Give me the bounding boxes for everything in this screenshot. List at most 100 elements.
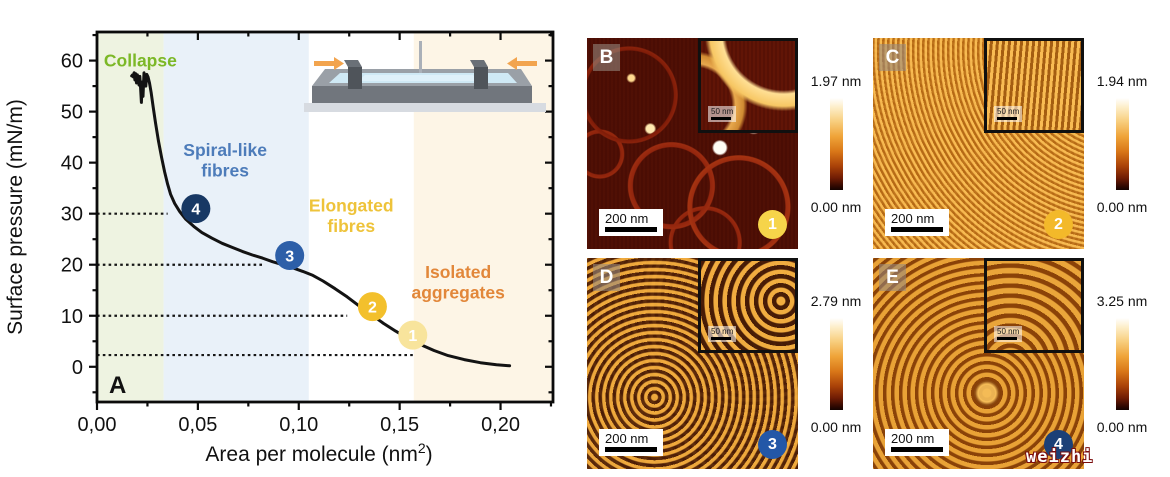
height-colorbar	[1115, 317, 1129, 410]
scalebar-line	[605, 227, 657, 232]
left-barrier	[348, 67, 362, 89]
left-compression-arrow-icon	[314, 57, 344, 70]
y-tick-label: 30	[61, 204, 83, 226]
inset-scalebar-line	[711, 337, 731, 340]
afm-inset-b: 50 nm	[698, 38, 798, 133]
region-annotation: aggregates	[411, 282, 505, 302]
scalebar-label: 200 nm	[891, 211, 935, 226]
afm-image-e: E 50 nm 200 nm 4	[873, 258, 1084, 469]
region-annotation: Spiral-like	[183, 140, 267, 160]
scalebar-line	[891, 227, 943, 232]
afm-inset-c: 50 nm	[984, 38, 1084, 133]
left-barrier-top	[344, 60, 362, 67]
y-tick-label: 40	[61, 153, 83, 175]
stage-marker-2	[357, 292, 387, 322]
colorbar-min-label: 0.00 nm	[810, 198, 862, 215]
scalebar-label: 200 nm	[605, 211, 649, 226]
inset-scalebar-b: 50 nm	[708, 106, 737, 122]
colorbar-max-label: 3.25 nm	[1096, 292, 1148, 309]
x-axis-title: Area per molecule (nm2)	[205, 440, 432, 466]
height-colorbar	[829, 317, 843, 410]
colorbar-min-label: 0.00 nm	[1096, 198, 1148, 215]
scalebar-d: 200 nm	[599, 429, 663, 456]
scalebar-c: 200 nm	[885, 209, 949, 236]
stage-marker-3	[275, 241, 305, 271]
inset-scalebar-e: 50 nm	[994, 326, 1023, 342]
inset-scalebar-line	[997, 337, 1017, 340]
colorbar-column-d: 2.79 nm 0.00 nm	[798, 258, 874, 469]
inset-scalebar-line	[711, 117, 731, 120]
colorbar-column-b: 1.97 nm 0.00 nm	[798, 38, 874, 249]
inset-scalebar-label: 50 nm	[997, 327, 1020, 336]
colorbar-max-label: 1.97 nm	[810, 72, 862, 89]
right-barrier	[474, 67, 488, 89]
region-annotation: Collapse	[104, 51, 177, 71]
x-tick-label: 0,15	[380, 414, 419, 436]
afm-panel-d: D 50 nm 200 nm 3 2.79 nm 0.00 nm	[587, 258, 874, 469]
scalebar-label: 200 nm	[605, 431, 649, 446]
scalebar-b: 200 nm	[599, 209, 663, 236]
scalebar-label: 200 nm	[891, 431, 935, 446]
panel-label-d: D	[593, 264, 620, 291]
colorbar-max-label: 1.94 nm	[1096, 72, 1148, 89]
langmuir-trough-illustration	[304, 41, 546, 112]
y-tick-label: 50	[61, 102, 83, 124]
afm-image-d: D 50 nm 200 nm 3	[587, 258, 798, 469]
panel-label-e: E	[879, 264, 906, 291]
trough-base-plate	[304, 103, 546, 112]
plot-frame	[95, 30, 555, 404]
stage-badge-3: 3	[758, 430, 787, 459]
height-colorbar	[829, 97, 843, 190]
afm-image-c: C 50 nm 200 nm 2	[873, 38, 1084, 249]
region-collapse	[97, 33, 164, 401]
inset-scalebar-label: 50 nm	[711, 327, 734, 336]
isotherm-chart-panel: 0,00 0,05 0,10 0,15 0,20 0 10 20 30 40 50 60 Area pe…	[4, 30, 555, 466]
stage-marker-number: 1	[408, 328, 417, 345]
stage-marker-number: 3	[285, 248, 294, 265]
y-tick-label: 0	[72, 357, 83, 379]
x-tick-label: 0,00	[78, 414, 117, 436]
water-sheen	[358, 75, 478, 81]
colorbar-max-label: 2.79 nm	[810, 292, 862, 309]
stage-marker-number: 4	[191, 201, 200, 218]
region-annotation: Isolated	[425, 262, 491, 282]
height-colorbar	[1115, 97, 1129, 190]
scalebar-line	[605, 447, 657, 452]
afm-panel-b: B 50 nm 200 nm 1 1.97 nm 0.00 nm	[587, 38, 874, 249]
stage-marker-4	[181, 194, 211, 224]
scalebar-e: 200 nm	[885, 429, 949, 456]
inset-scalebar-d: 50 nm	[708, 326, 737, 342]
panel-label-b: B	[593, 44, 620, 71]
watermark: weizhi	[1026, 447, 1094, 467]
trough-front-face	[312, 86, 532, 103]
inset-scalebar-c: 50 nm	[994, 106, 1023, 122]
colorbar-column-c: 1.94 nm 0.00 nm	[1084, 38, 1160, 249]
afm-image-b: B 50 nm 200 nm 1	[587, 38, 798, 249]
stage-badge-1: 1	[758, 210, 787, 239]
inset-scalebar-line	[997, 117, 1017, 120]
stage-marker-1	[398, 320, 428, 350]
y-axis-title: Surface pressure (mN/m)	[4, 99, 27, 335]
inset-scalebar-label: 50 nm	[997, 107, 1020, 116]
stage-marker-number: 2	[368, 299, 377, 316]
afm-inset-d: 50 nm	[698, 258, 798, 353]
region-annotation: fibres	[327, 216, 375, 236]
inset-scalebar-label: 50 nm	[711, 107, 734, 116]
x-tick-label: 0,05	[178, 414, 217, 436]
right-barrier-top	[470, 60, 488, 67]
afm-panel-e: E 50 nm 200 nm 4 3.25 nm 0.00 nm	[873, 258, 1160, 469]
colorbar-column-e: 3.25 nm 0.00 nm	[1084, 258, 1160, 469]
colorbar-min-label: 0.00 nm	[810, 418, 862, 435]
region-annotation: fibres	[201, 160, 249, 180]
colorbar-min-label: 0.00 nm	[1096, 418, 1148, 435]
right-compression-arrow-icon	[507, 57, 537, 70]
panel-label-c: C	[879, 44, 906, 71]
region-annotation: Elongated	[309, 196, 394, 216]
afm-inset-e: 50 nm	[984, 258, 1084, 353]
wilhelmy-probe	[419, 41, 422, 73]
y-tick-label: 60	[61, 51, 83, 73]
afm-panel-c: C 50 nm 200 nm 2 1.94 nm 0.00 nm	[873, 38, 1160, 249]
x-tick-label: 0,20	[481, 414, 520, 436]
scalebar-line	[891, 447, 943, 452]
